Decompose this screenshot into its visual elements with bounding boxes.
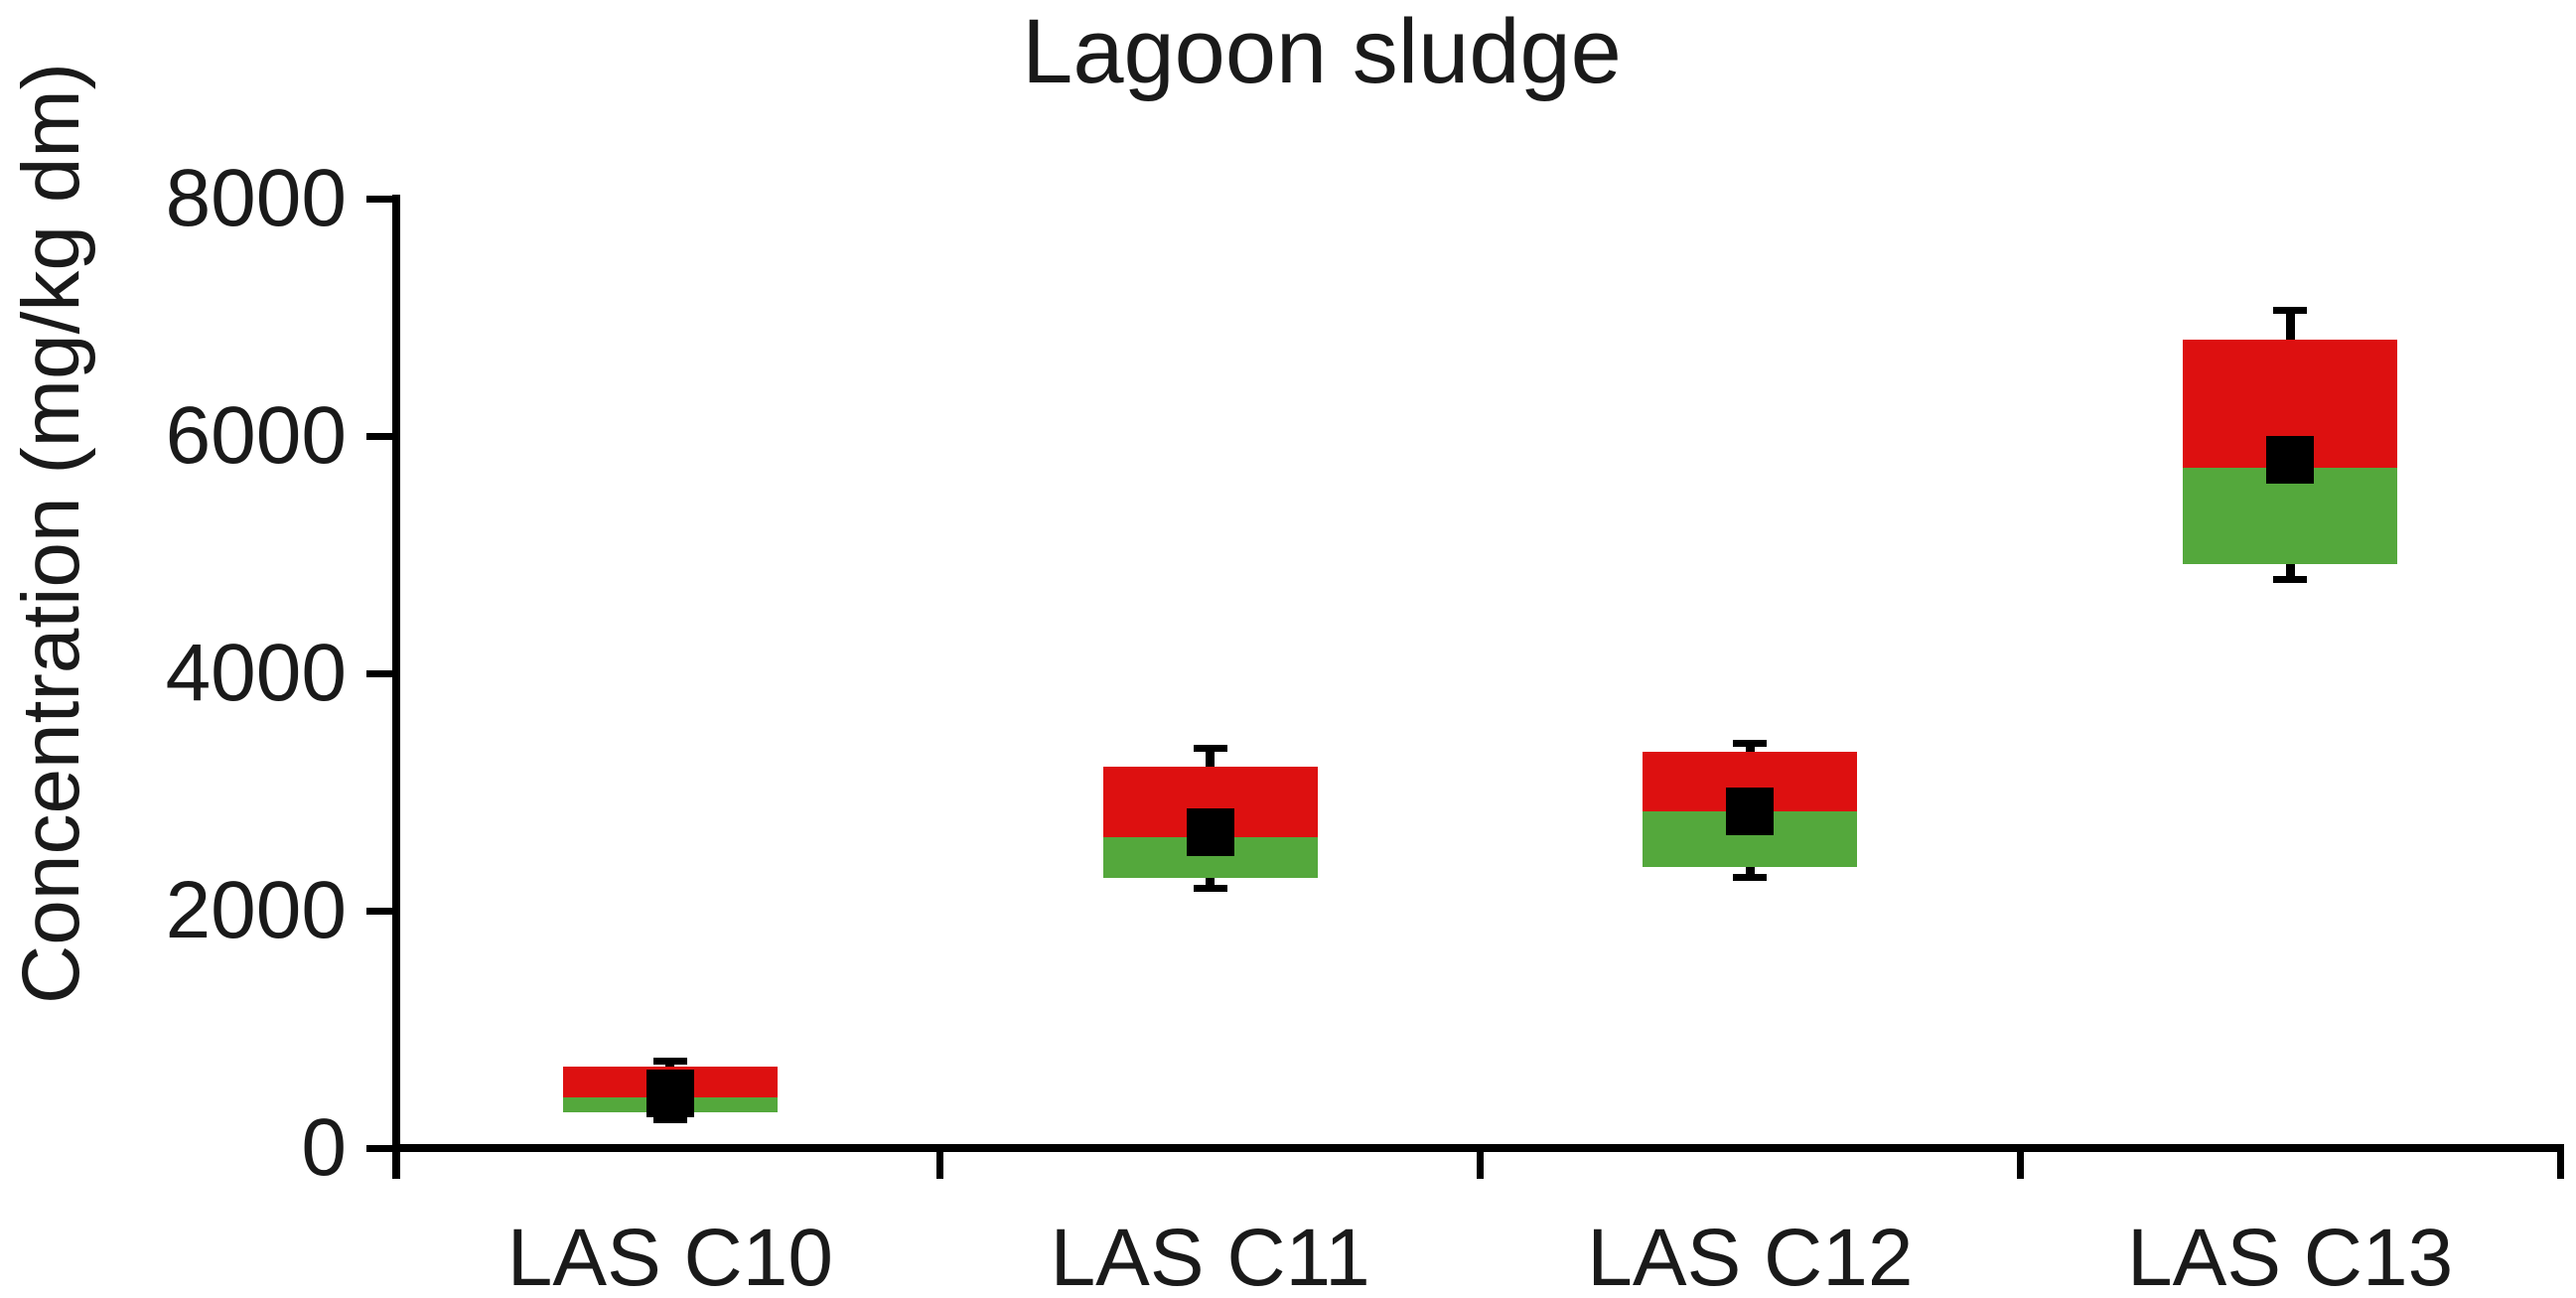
y-tick-label: 0 — [301, 1102, 347, 1193]
whisker-top-cap — [1193, 744, 1227, 752]
whisker-bottom-cap — [1733, 874, 1768, 882]
y-tick-label: 6000 — [165, 390, 347, 481]
y-tick — [366, 907, 392, 915]
x-boundary-tick — [1477, 1152, 1484, 1179]
mean-marker — [645, 1070, 694, 1118]
mean-marker — [2266, 435, 2315, 484]
y-tick — [366, 432, 392, 440]
y-tick — [366, 195, 392, 203]
x-category-label: LAS C13 — [2127, 1213, 2454, 1298]
x-category-label: LAS C11 — [1050, 1213, 1370, 1298]
whisker-bottom-cap — [2273, 576, 2308, 584]
whisker-top-stem — [2285, 310, 2295, 341]
chart-title: Lagoon sludge — [1022, 1, 1622, 102]
x-category-label: LAS C10 — [506, 1213, 833, 1298]
whisker-top-cap — [2273, 306, 2308, 314]
whisker-bottom-stem — [2285, 564, 2295, 580]
whisker-bottom-cap — [1193, 884, 1227, 892]
x-category-label: LAS C12 — [1587, 1213, 1914, 1298]
mean-marker — [1726, 787, 1775, 835]
y-tick — [366, 669, 392, 677]
whisker-bottom-cap — [652, 1115, 687, 1123]
whisker-top-cap — [652, 1058, 687, 1066]
y-axis-line — [392, 195, 400, 1179]
box-lower-segment — [2183, 468, 2398, 565]
x-boundary-tick — [2556, 1152, 2564, 1179]
whisker-top-stem — [1206, 748, 1216, 768]
y-tick — [366, 1144, 392, 1152]
mean-marker — [1186, 808, 1234, 857]
x-axis-line — [392, 1144, 2564, 1152]
y-tick-label: 8000 — [165, 153, 347, 243]
y-tick-label: 4000 — [165, 628, 347, 718]
whisker-bottom-stem — [1206, 877, 1216, 889]
whisker-top-stem — [1745, 743, 1755, 752]
x-boundary-tick — [936, 1152, 944, 1179]
x-boundary-tick — [2016, 1152, 2024, 1179]
y-tick-label: 2000 — [165, 865, 347, 955]
whisker-top-cap — [1733, 740, 1768, 747]
whisker-bottom-stem — [1745, 866, 1755, 878]
